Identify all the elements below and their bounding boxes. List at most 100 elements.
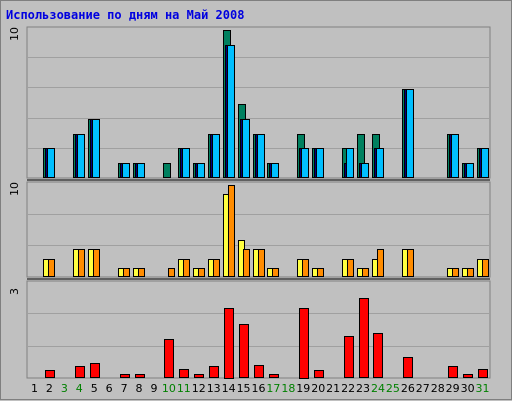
bar-bottom-s1-day-11 [179,369,189,378]
bar-middle-s2-day-17 [272,268,279,277]
bar-bottom-s1-day-26 [403,357,413,378]
day-label-3: 3 [61,382,68,395]
bar-bottom-s1-day-29 [448,366,458,378]
bar-top-s3-day-20 [316,148,324,178]
bar-bottom-s1-day-7 [120,374,130,378]
day-label-13: 13 [207,382,221,395]
day-label-26: 26 [401,382,415,395]
bar-middle-s2-day-2 [48,259,55,277]
bar-top-s3-day-26 [406,89,414,178]
day-label-18: 18 [281,382,295,395]
y-max-label-bottom: 3 [8,288,21,295]
bar-middle-s2-day-20 [317,268,324,277]
bar-top-s3-day-15 [242,119,250,178]
bar-bottom-s1-day-23 [359,298,369,378]
bar-bottom-s1-day-17 [269,374,279,378]
bar-bottom-s1-day-31 [478,369,488,378]
bar-bottom-s1-day-10 [164,339,174,378]
day-label-21: 21 [326,382,340,395]
y-max-label-top: 10 [8,27,21,41]
bar-top-s3-day-22 [346,148,354,178]
day-label-15: 15 [237,382,251,395]
day-label-5: 5 [91,382,98,395]
bar-bottom-s1-day-16 [254,365,264,378]
bar-top-s3-day-14 [227,45,235,178]
bar-middle-s2-day-24 [377,249,384,277]
bar-middle-s2-day-15 [243,249,250,277]
bar-top-s3-day-17 [271,163,279,178]
day-label-16: 16 [252,382,266,395]
bar-middle-s2-day-12 [198,268,205,277]
bar-middle-s2-day-4 [78,249,85,277]
bar-top-s3-day-19 [301,148,309,178]
bar-top-s3-day-11 [182,148,190,178]
bar-bottom-s1-day-4 [75,366,85,378]
day-label-30: 30 [461,382,475,395]
day-label-11: 11 [177,382,191,395]
bar-top-s3-day-7 [122,163,130,178]
day-label-14: 14 [222,382,236,395]
day-label-22: 22 [341,382,355,395]
y-max-label-middle: 10 [8,182,21,196]
bar-bottom-s1-day-30 [463,374,473,378]
bar-middle-s2-day-7 [123,268,130,277]
bar-middle-s2-day-22 [347,259,354,277]
bar-bottom-s1-day-5 [90,363,100,378]
chart-title: Использование по дням на Май 2008 [6,8,245,22]
bar-middle-s2-day-8 [138,268,145,277]
day-label-24: 24 [371,382,385,395]
day-label-7: 7 [121,382,128,395]
bar-bottom-s1-day-2 [45,370,55,378]
day-label-12: 12 [192,382,206,395]
bar-middle-s2-day-19 [302,259,309,277]
day-label-9: 9 [150,382,157,395]
day-label-19: 19 [296,382,310,395]
bar-top-s3-day-24 [376,148,384,178]
bar-bottom-s1-day-24 [373,333,383,378]
bar-bottom-s1-day-13 [209,366,219,378]
bar-middle-s2-day-11 [183,259,190,277]
bar-top-s1-day-10 [163,163,171,178]
bar-top-s3-day-30 [466,163,474,178]
bar-top-s3-day-12 [197,163,205,178]
bar-bottom-s1-day-15 [239,324,249,378]
day-label-25: 25 [386,382,400,395]
bar-bottom-s1-day-12 [194,374,204,378]
bar-top-s3-day-13 [212,134,220,178]
bar-middle-s2-day-10 [168,268,175,277]
bar-middle-s2-day-30 [467,268,474,277]
day-label-8: 8 [136,382,143,395]
day-label-17: 17 [266,382,280,395]
bar-middle-s2-day-13 [213,259,220,277]
day-label-1: 1 [31,382,38,395]
bar-bottom-s1-day-19 [299,308,309,379]
bar-top-s3-day-2 [47,148,55,178]
bar-middle-s2-day-31 [482,259,489,277]
day-label-27: 27 [416,382,430,395]
bar-top-s3-day-29 [451,134,459,178]
day-label-28: 28 [431,382,445,395]
day-label-10: 10 [162,382,176,395]
bar-middle-s2-day-5 [93,249,100,277]
bar-middle-s2-day-29 [452,268,459,277]
bar-middle-s2-day-16 [258,249,265,277]
bar-top-s3-day-4 [77,134,85,178]
day-label-6: 6 [106,382,113,395]
bar-middle-s2-day-23 [362,268,369,277]
bar-top-s3-day-8 [137,163,145,178]
bar-bottom-s1-day-20 [314,370,324,378]
bar-top-s3-day-16 [257,134,265,178]
bar-top-s3-day-23 [361,163,369,178]
day-label-4: 4 [76,382,83,395]
bar-middle-s2-day-26 [407,249,414,277]
bar-bottom-s1-day-22 [344,336,354,378]
bar-top-s3-day-31 [481,148,489,178]
bar-middle-s2-day-14 [228,185,235,277]
day-label-29: 29 [446,382,460,395]
bar-bottom-s1-day-14 [224,308,234,379]
day-label-2: 2 [46,382,53,395]
day-label-31: 31 [476,382,490,395]
day-label-23: 23 [356,382,370,395]
